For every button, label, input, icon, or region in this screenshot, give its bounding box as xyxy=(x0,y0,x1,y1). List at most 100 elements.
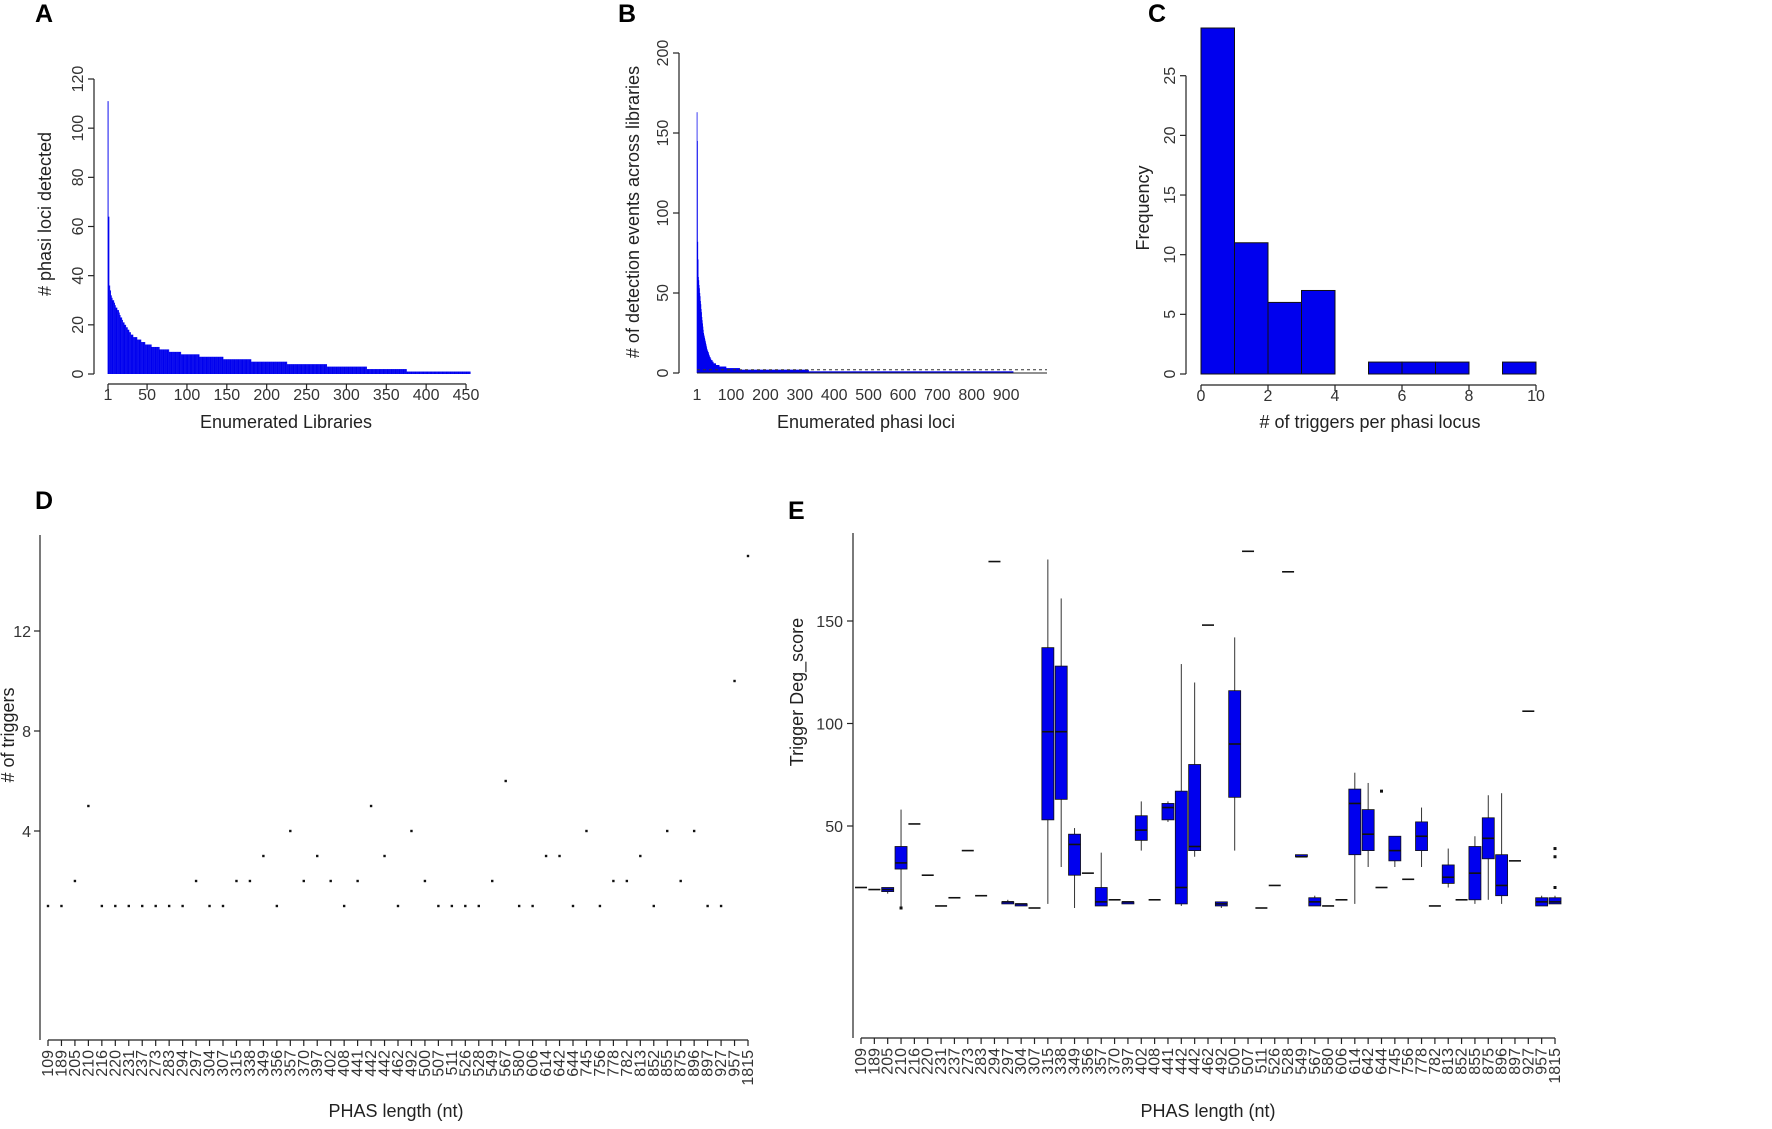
chart-a-bar xyxy=(172,351,174,374)
chart-a-bar xyxy=(129,332,131,374)
chart-a-bar xyxy=(287,364,289,374)
chart-c-xlabel: # of triggers per phasi locus xyxy=(1259,412,1480,432)
chart-a-bar xyxy=(400,369,402,374)
chart-a-bar xyxy=(206,356,208,374)
chart-d-x-tick-label: 957 xyxy=(727,1050,744,1077)
chart-a-bar xyxy=(449,371,451,374)
chart-a-bar xyxy=(264,361,266,374)
chart-e-x-tick-label: 109 xyxy=(853,1048,870,1075)
chart-d-x-tick-label: 402 xyxy=(323,1050,340,1077)
chart-a-bar xyxy=(149,344,151,374)
chart-a-bar xyxy=(298,364,300,374)
chart-a-bar xyxy=(451,371,453,374)
chart-e-x-tick-label: 526 xyxy=(1267,1048,1284,1075)
chart-a-bar xyxy=(368,369,370,374)
chart-a-bar xyxy=(299,364,301,374)
chart-e-x-tick-label: 315 xyxy=(1040,1048,1057,1075)
chart-a-bar xyxy=(420,371,422,374)
chart-a-bar xyxy=(180,351,182,374)
chart-d-point xyxy=(235,879,238,883)
chart-a-bar xyxy=(146,344,148,374)
chart-e-x-tick-label: 511 xyxy=(1253,1048,1270,1074)
chart-d-x-tick-label: 897 xyxy=(700,1050,717,1077)
chart-a-bar xyxy=(442,371,444,374)
chart-a-bar xyxy=(231,359,233,374)
chart-a-bar xyxy=(160,349,162,374)
chart-a-bar xyxy=(153,346,154,374)
chart-e-x-tick-label: 852 xyxy=(1454,1048,1471,1075)
chart-e-x-tick-label: 441 xyxy=(1160,1048,1177,1075)
chart-a-bar xyxy=(258,361,260,374)
chart-d-point xyxy=(639,854,642,858)
chart-c-x-tick-label: 4 xyxy=(1331,388,1340,405)
chart-e-x-tick-label: 896 xyxy=(1494,1048,1511,1075)
chart-a-bar xyxy=(436,371,438,374)
chart-d-point xyxy=(46,904,50,908)
chart-a-bar xyxy=(187,354,189,374)
chart-a-bar xyxy=(217,356,219,374)
chart-a-bar xyxy=(249,359,251,374)
chart-a-bar xyxy=(124,324,126,374)
chart-a-bar xyxy=(306,364,308,374)
chart-a-bar xyxy=(272,361,274,374)
chart-c-bar xyxy=(1234,242,1269,375)
chart-e-x-tick-label: 1815 xyxy=(1547,1048,1564,1084)
chart-d-y-tick-label: 4 xyxy=(22,824,31,841)
chart-a-bar xyxy=(433,371,435,374)
chart-d-x-tick-label: 549 xyxy=(484,1050,501,1077)
chart-a-bar xyxy=(225,359,227,374)
chart-a-bar xyxy=(115,307,117,374)
chart-d-point xyxy=(208,904,211,908)
chart-a-bar xyxy=(133,337,135,374)
chart-a-bar xyxy=(159,349,161,374)
panel-label-e: E xyxy=(788,497,805,525)
chart-a-bar xyxy=(123,322,125,374)
chart-a-bar xyxy=(412,371,414,374)
chart-a-bar xyxy=(209,356,211,374)
chart-a-bar xyxy=(154,346,156,374)
chart-e-y-tick-label: 100 xyxy=(816,717,843,734)
chart-a-bar xyxy=(286,361,288,374)
chart-a-bar xyxy=(215,356,217,374)
chart-a-bar xyxy=(333,366,335,374)
chart-a-bar xyxy=(285,361,287,374)
chart-a-x-tick-label: 300 xyxy=(333,387,360,404)
chart-a-bar xyxy=(176,351,178,374)
chart-a-bar xyxy=(171,351,173,374)
chart-a-bar xyxy=(415,371,417,374)
chart-a-bar xyxy=(259,361,261,374)
chart-d-x-tick-label: 283 xyxy=(161,1050,178,1077)
chart-a-bar xyxy=(247,359,249,374)
chart-a-bar xyxy=(233,359,235,374)
chart-a-bar xyxy=(421,371,423,374)
chart-e-box xyxy=(1174,790,1188,905)
chart-d-y-tick-label: 12 xyxy=(13,624,31,641)
chart-e-box xyxy=(1361,809,1375,851)
chart-e-x-tick-label: 567 xyxy=(1307,1048,1324,1075)
chart-d-x-tick-label: 307 xyxy=(215,1050,232,1077)
chart-a-bar xyxy=(348,366,350,374)
chart-a-bar xyxy=(404,369,406,374)
chart-d-x-tick-label: 580 xyxy=(511,1050,528,1077)
chart-a-bar xyxy=(399,369,401,374)
chart-a-bar xyxy=(158,346,160,374)
chart-a-bar xyxy=(427,371,429,374)
chart-a-bar xyxy=(277,361,279,374)
chart-a-bar xyxy=(283,361,285,374)
chart-a-bar xyxy=(111,297,113,374)
chart-b-x-tick-label: 400 xyxy=(821,387,848,404)
chart-a-bar xyxy=(366,369,368,374)
chart-a-x-tick-label: 150 xyxy=(213,387,240,404)
chart-a-bar xyxy=(236,359,238,374)
chart-d-point xyxy=(504,779,507,783)
chart-a-bar xyxy=(274,361,276,374)
chart-a-bar xyxy=(254,361,256,374)
chart-a-bar xyxy=(322,364,324,374)
chart-a-bar xyxy=(238,359,240,374)
chart-a-bar xyxy=(346,366,348,374)
chart-d-x-tick-label: 644 xyxy=(565,1050,582,1077)
chart-e-x-tick-label: 549 xyxy=(1293,1048,1310,1075)
chart-a-bar xyxy=(382,369,384,374)
chart-c-x-tick-label: 2 xyxy=(1264,388,1273,405)
